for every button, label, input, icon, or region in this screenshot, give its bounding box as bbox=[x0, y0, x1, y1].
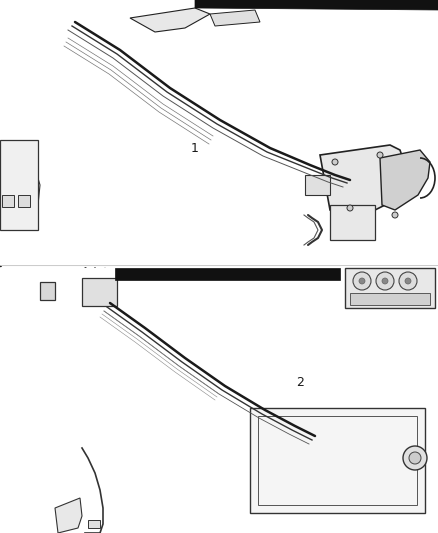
Text: 1: 1 bbox=[191, 141, 199, 155]
Bar bbox=[18, 195, 30, 207]
Bar bbox=[82, 278, 117, 306]
Bar bbox=[345, 268, 435, 308]
Polygon shape bbox=[380, 150, 430, 210]
Bar bbox=[2, 195, 14, 207]
Polygon shape bbox=[55, 498, 82, 533]
Polygon shape bbox=[0, 168, 40, 228]
Circle shape bbox=[392, 212, 398, 218]
Bar bbox=[350, 293, 430, 305]
Circle shape bbox=[377, 152, 383, 158]
Bar bbox=[258, 416, 417, 505]
Circle shape bbox=[382, 278, 388, 284]
Bar bbox=[88, 520, 100, 528]
Bar bbox=[0, 0, 438, 265]
Bar bbox=[305, 175, 330, 195]
Circle shape bbox=[399, 272, 417, 290]
Bar bbox=[0, 268, 438, 533]
Bar bbox=[0, 140, 38, 230]
Polygon shape bbox=[320, 145, 405, 215]
Bar bbox=[330, 205, 375, 240]
Circle shape bbox=[403, 446, 427, 470]
Text: 2: 2 bbox=[296, 376, 304, 390]
Circle shape bbox=[347, 205, 353, 211]
Bar bbox=[250, 408, 425, 513]
Polygon shape bbox=[115, 268, 340, 280]
Polygon shape bbox=[130, 8, 210, 32]
Circle shape bbox=[359, 278, 365, 284]
Circle shape bbox=[409, 452, 421, 464]
Polygon shape bbox=[210, 10, 260, 26]
Circle shape bbox=[353, 272, 371, 290]
Circle shape bbox=[405, 278, 411, 284]
Circle shape bbox=[376, 272, 394, 290]
Bar bbox=[40, 282, 55, 300]
Circle shape bbox=[332, 159, 338, 165]
Polygon shape bbox=[195, 0, 438, 10]
